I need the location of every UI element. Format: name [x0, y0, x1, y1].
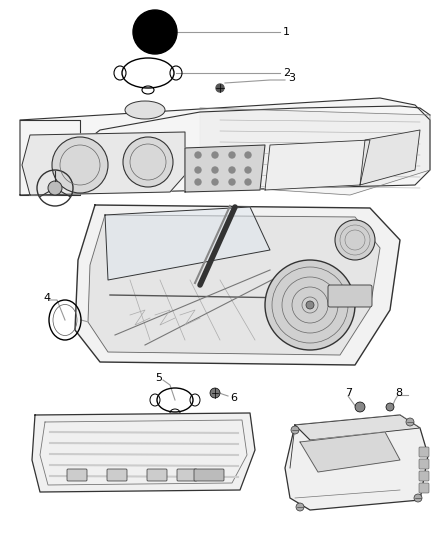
Text: 2: 2 [283, 68, 290, 78]
Circle shape [386, 403, 394, 411]
FancyBboxPatch shape [328, 285, 372, 307]
Circle shape [216, 84, 224, 92]
Text: 6: 6 [230, 393, 237, 403]
Circle shape [406, 418, 414, 426]
Circle shape [52, 137, 108, 193]
Text: 3: 3 [288, 73, 295, 83]
Polygon shape [75, 205, 400, 365]
Polygon shape [265, 140, 370, 190]
Text: 7: 7 [345, 388, 352, 398]
Text: 5: 5 [155, 373, 162, 383]
FancyBboxPatch shape [419, 483, 429, 493]
FancyBboxPatch shape [419, 447, 429, 457]
Circle shape [229, 167, 235, 173]
Circle shape [123, 137, 173, 187]
Circle shape [245, 152, 251, 158]
Circle shape [229, 179, 235, 185]
Circle shape [265, 260, 355, 350]
Circle shape [195, 167, 201, 173]
Polygon shape [20, 98, 430, 195]
Polygon shape [295, 415, 420, 440]
Circle shape [195, 152, 201, 158]
FancyBboxPatch shape [177, 469, 197, 481]
Circle shape [229, 152, 235, 158]
FancyBboxPatch shape [67, 469, 87, 481]
Circle shape [291, 426, 299, 434]
Polygon shape [88, 215, 380, 355]
Circle shape [48, 181, 62, 195]
FancyBboxPatch shape [147, 469, 167, 481]
Polygon shape [32, 413, 255, 492]
Polygon shape [105, 207, 270, 280]
FancyBboxPatch shape [419, 459, 429, 469]
Ellipse shape [125, 101, 165, 119]
Circle shape [296, 503, 304, 511]
Circle shape [210, 388, 220, 398]
Polygon shape [185, 145, 265, 192]
Circle shape [355, 402, 365, 412]
Circle shape [212, 179, 218, 185]
Polygon shape [22, 132, 185, 195]
Polygon shape [200, 108, 430, 195]
FancyBboxPatch shape [194, 469, 224, 481]
Polygon shape [360, 130, 420, 185]
Text: 1: 1 [283, 27, 290, 37]
Circle shape [133, 10, 177, 54]
FancyBboxPatch shape [419, 471, 429, 481]
Text: 8: 8 [395, 388, 402, 398]
Polygon shape [300, 432, 400, 472]
FancyBboxPatch shape [107, 469, 127, 481]
Circle shape [195, 179, 201, 185]
Circle shape [335, 220, 375, 260]
Circle shape [245, 167, 251, 173]
Circle shape [414, 494, 422, 502]
Circle shape [212, 167, 218, 173]
Circle shape [245, 179, 251, 185]
Circle shape [306, 301, 314, 309]
Text: 4: 4 [43, 293, 50, 303]
Polygon shape [285, 415, 428, 510]
Circle shape [212, 152, 218, 158]
